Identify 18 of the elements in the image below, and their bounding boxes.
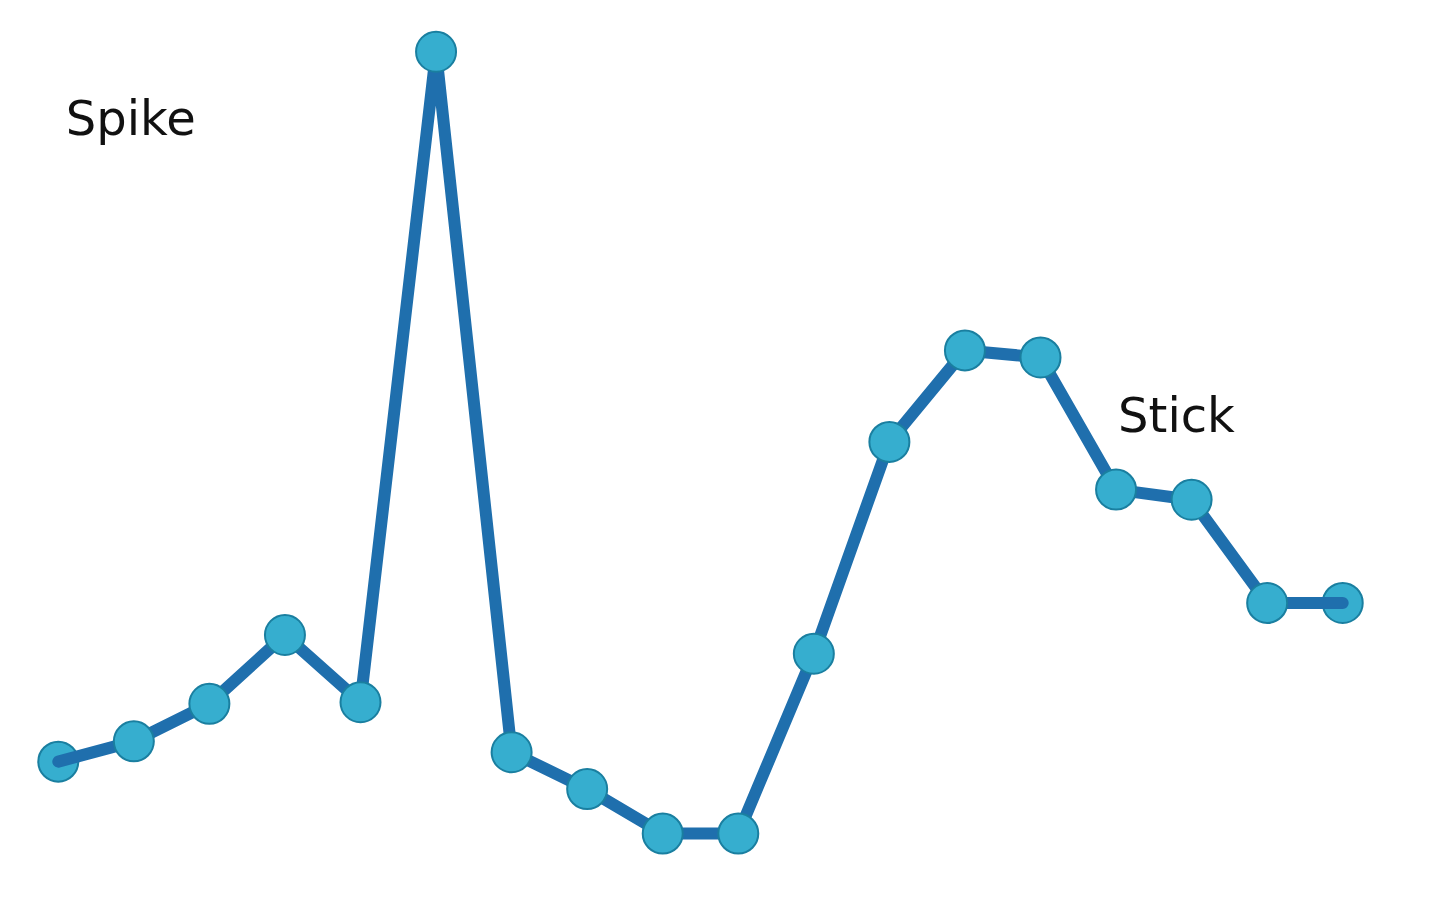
- point: [868, 420, 911, 463]
- point: [1246, 581, 1289, 624]
- point: [112, 720, 155, 763]
- point: [490, 731, 533, 774]
- point: [792, 632, 835, 675]
- point: [263, 614, 306, 656]
- point: [339, 681, 382, 724]
- point: [188, 682, 231, 725]
- point: [1170, 478, 1213, 521]
- point: [641, 812, 684, 855]
- point: [1095, 468, 1138, 511]
- point: [943, 329, 986, 372]
- point: [566, 768, 609, 810]
- point: [717, 812, 760, 855]
- annotation: Stick: [1118, 386, 1236, 443]
- point: [1019, 336, 1062, 379]
- annotation: Spike: [65, 89, 196, 146]
- point: [415, 30, 458, 73]
